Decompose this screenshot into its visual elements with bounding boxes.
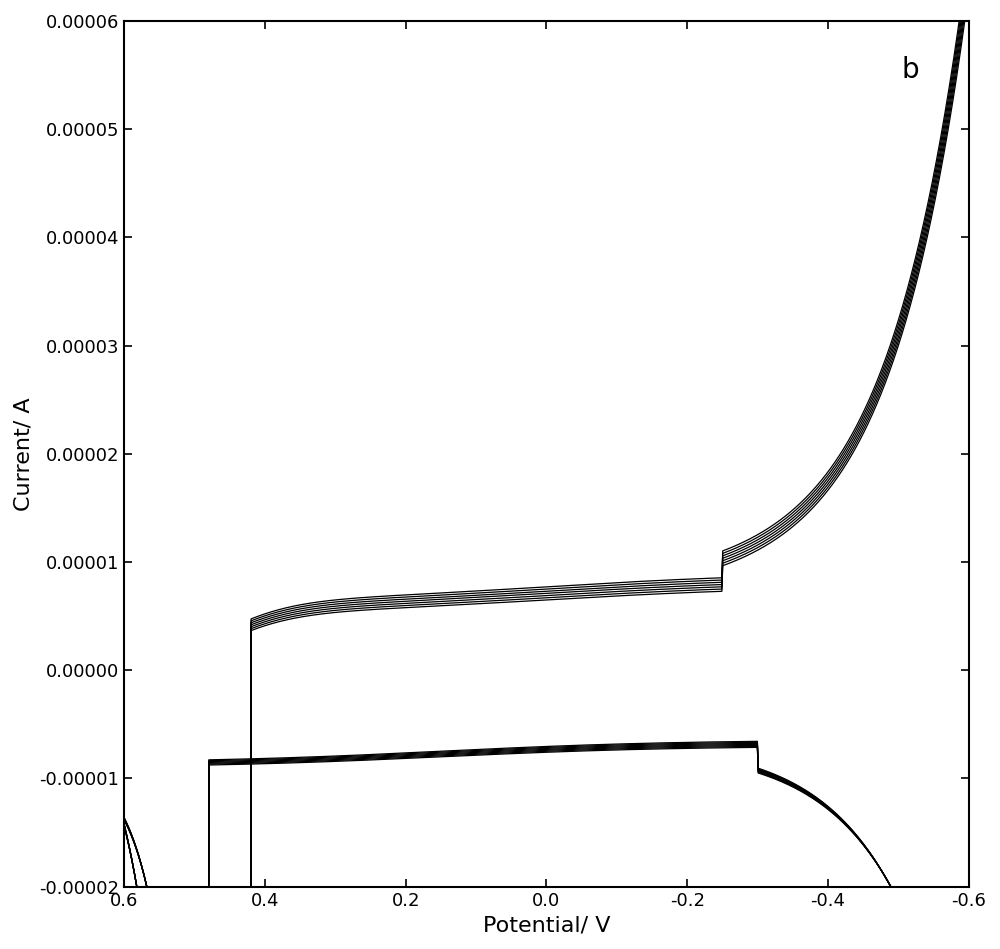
Y-axis label: Current/ A: Current/ A xyxy=(14,397,34,511)
X-axis label: Potential/ V: Potential/ V xyxy=(483,915,610,935)
Text: b: b xyxy=(901,56,919,84)
